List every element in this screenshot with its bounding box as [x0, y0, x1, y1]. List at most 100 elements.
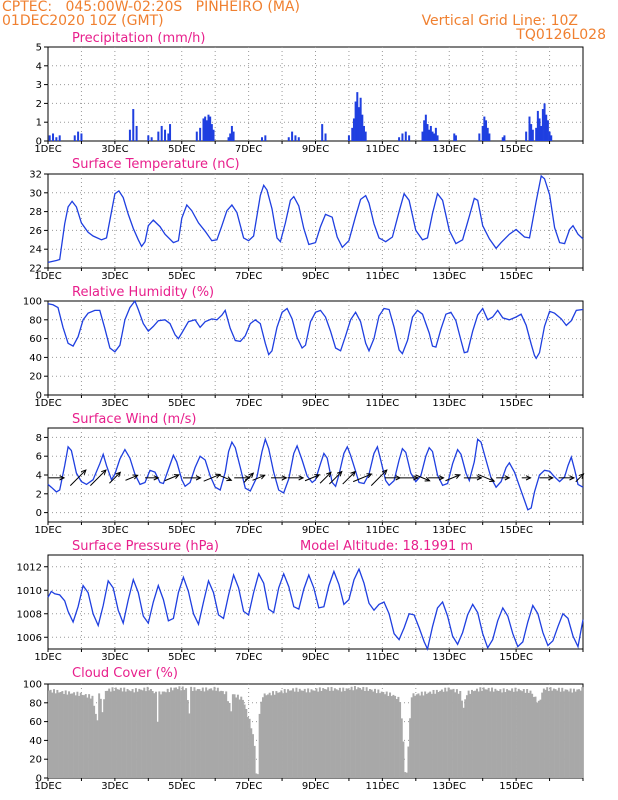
cloud-bar: [303, 688, 306, 778]
cloud-bar: [435, 689, 438, 778]
precip-bar: [545, 114, 548, 141]
cloud-bar: [552, 688, 555, 778]
cloud-bar: [201, 687, 204, 778]
y-tick-label: 4: [36, 471, 42, 482]
precip-bar: [530, 124, 533, 141]
cloud-bar: [71, 693, 74, 778]
date-label: 3DEC: [101, 525, 128, 536]
wind-arrow-head: [173, 474, 180, 479]
cloud-bar: [89, 698, 92, 778]
cloud-bar: [507, 690, 510, 778]
date-label: 13DEC: [432, 398, 466, 409]
cloud-bar: [181, 686, 184, 778]
cloud-bar: [440, 689, 443, 778]
wind-vector: [319, 471, 332, 484]
cloud-bar: [353, 686, 356, 778]
precip-bar: [535, 127, 538, 141]
precip-bar: [501, 137, 504, 141]
precip-bar: [212, 129, 215, 141]
precip-bar: [321, 124, 324, 141]
cloud-bar: [106, 690, 109, 778]
cloud-bar: [452, 688, 455, 778]
cloud-bar: [144, 691, 147, 778]
cloud-bar: [576, 689, 579, 778]
cloud-bar: [402, 741, 405, 778]
cloud-bar: [272, 691, 275, 778]
cloud-bar: [472, 691, 475, 778]
cloud-bar: [290, 690, 293, 778]
cloud-bar: [119, 687, 122, 778]
wind-arrow-shaft: [328, 471, 343, 485]
cloud-bar: [340, 691, 343, 778]
precip-frame: [47, 46, 584, 142]
precip-bar: [77, 131, 80, 141]
cloud-bar: [399, 702, 402, 778]
cloud-bar: [379, 693, 382, 778]
cloud-bar: [59, 692, 62, 778]
cloud-bar: [430, 693, 433, 778]
cloud-bar: [412, 693, 415, 778]
cloud-bar: [178, 686, 181, 778]
cloud-bar: [327, 687, 330, 778]
cloud-bar: [377, 689, 380, 778]
y-tick-label: 8: [36, 433, 42, 444]
precip-bar: [359, 97, 362, 141]
cloud-bar: [263, 693, 266, 778]
cloud-bar: [103, 699, 106, 778]
cloud-bar: [93, 705, 96, 778]
cloud-bar: [382, 692, 385, 778]
cloud-bar: [298, 688, 301, 778]
precip-bar: [195, 131, 198, 141]
cloud-bar: [487, 687, 490, 778]
cloud-bar: [537, 700, 540, 778]
wind-arrow-shaft: [203, 473, 221, 482]
cloud-bar: [360, 689, 363, 778]
cloud-bar: [278, 692, 281, 778]
cloud-bar: [482, 687, 485, 778]
cloud-bar: [522, 689, 525, 778]
cloud-bar: [450, 689, 453, 778]
precip-title: Precipitation (mm/h): [72, 31, 205, 46]
y-tick-label: 22: [29, 264, 42, 275]
precip-bar: [364, 131, 367, 141]
precip-bar: [128, 129, 131, 141]
date-label: 11DEC: [366, 271, 400, 282]
wind-arrow-shaft: [445, 474, 460, 482]
date-label: 13DEC: [432, 144, 466, 155]
date-label: 13DEC: [432, 525, 466, 536]
cloud-bar: [362, 686, 365, 778]
precip-bar: [362, 125, 365, 141]
cloud-bar: [342, 687, 345, 778]
panel-precip: 0 1 2 3 4 5 1DEC 3DEC 5DEC 7DEC 9DEC 11DEC 13DEC 15DE…: [34, 31, 584, 155]
wind-arrow-head: [525, 475, 532, 481]
cloud-bar: [210, 688, 213, 778]
cloud-bar: [457, 693, 460, 778]
date-label: 5DEC: [168, 398, 195, 409]
cloud-bar: [387, 695, 390, 778]
cloud-bar: [556, 690, 559, 778]
precip-bar: [536, 110, 539, 141]
cloud-bar: [395, 698, 398, 778]
rh-frame: [47, 300, 584, 396]
cloud-bar: [123, 687, 126, 778]
cloud-bar: [514, 687, 517, 778]
date-label: 7DEC: [235, 652, 262, 663]
cloud-bar: [481, 690, 483, 778]
cloud-bar: [496, 690, 499, 778]
date-label: 9DEC: [302, 781, 329, 792]
wind-vector: [252, 474, 266, 481]
cloud-bar: [581, 687, 584, 778]
cloud-bar: [186, 700, 189, 778]
wind-arrow-shaft: [352, 473, 372, 483]
wind-arrow-shaft: [370, 469, 388, 486]
cloud-bar: [531, 693, 534, 778]
cloud-bar: [133, 692, 136, 778]
precip-bar: [261, 137, 263, 141]
panel-temp: 22 24 26 28 30 32 1DEC 3DEC 5DEC 7DEC 9DEC 11DEC 13D…: [29, 157, 584, 282]
cloud-bar: [158, 691, 161, 778]
wind-arrow-shaft: [477, 473, 495, 482]
cloud-bar: [136, 691, 139, 778]
cloud-bar: [312, 690, 315, 778]
date-label: 13DEC: [432, 271, 466, 282]
wind-vector: [243, 472, 255, 483]
